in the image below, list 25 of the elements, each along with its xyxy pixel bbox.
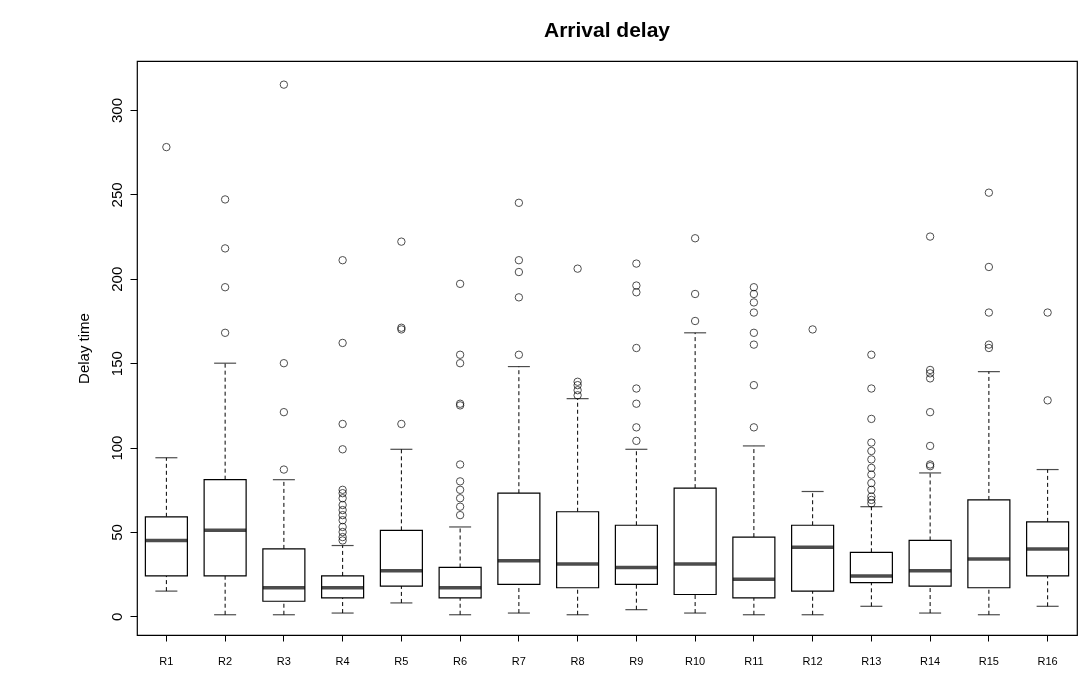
x-tick-label: R11 [744,654,764,667]
y-tick-label: 0 [107,612,125,622]
y-tick-label: 300 [107,97,125,123]
x-tick-label: R3 [276,654,291,667]
x-tick-label: R9 [629,654,644,667]
y-tick-label: 100 [107,435,125,461]
x-tick-label: R2 [218,654,233,667]
x-tick-label: R16 [1037,654,1058,667]
x-tick-label: R7 [511,654,526,667]
x-tick-label: R6 [453,654,468,667]
x-tick-label: R5 [394,654,409,667]
y-tick-label: 150 [107,351,125,377]
y-tick-label: 250 [107,182,125,208]
x-tick-label: R14 [920,654,941,667]
y-tick-label: 50 [107,524,125,541]
x-tick-label: R15 [978,654,999,667]
chart-title: Arrival delay [543,18,671,41]
y-tick-label: 200 [107,266,125,292]
x-tick-label: R13 [861,654,882,667]
x-tick-label: R10 [685,654,706,667]
x-tick-label: R12 [802,654,823,667]
x-tick-label: R8 [570,654,585,667]
x-tick-label: R4 [335,654,350,667]
y-axis-title: Delay time [74,313,92,384]
x-tick-label: R1 [159,654,174,667]
